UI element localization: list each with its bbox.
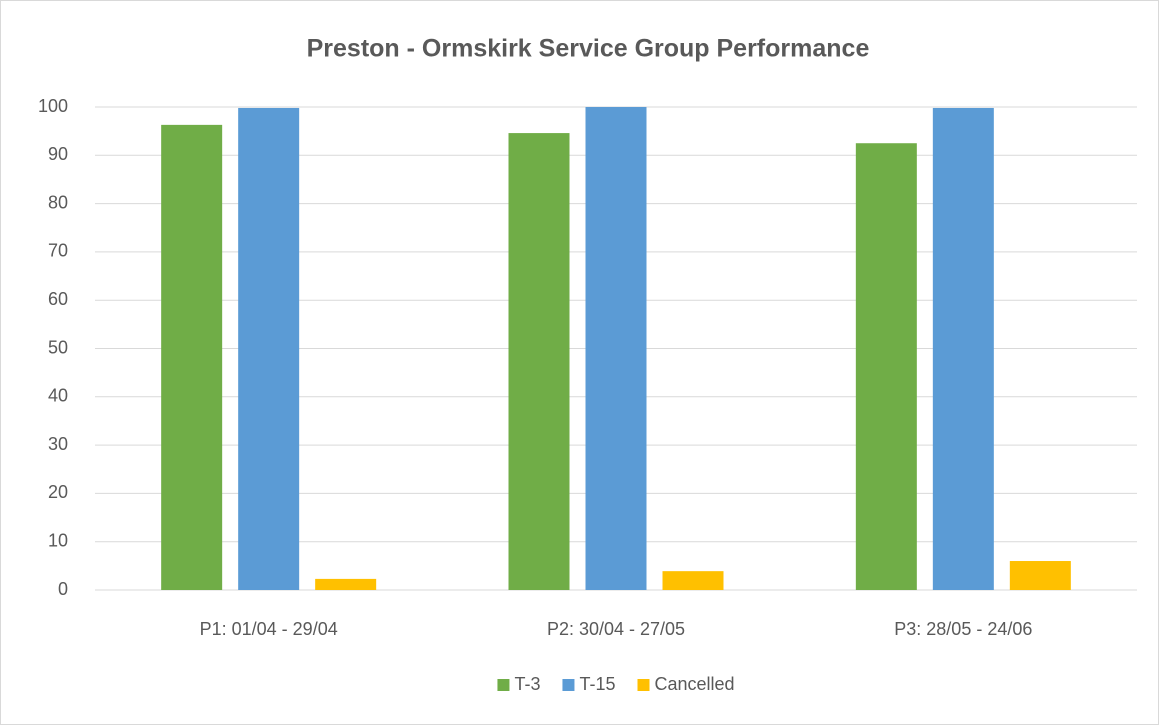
y-tick-label: 40 [48,386,68,406]
x-tick-label: P1: 01/04 - 29/04 [200,619,338,639]
x-tick-label: P2: 30/04 - 27/05 [547,619,685,639]
bar [1009,561,1071,590]
legend: T-3 T-15 Cancelled [497,674,735,694]
bar [238,107,300,590]
y-tick-label: 50 [48,337,68,357]
legend-label: T-3 [514,674,540,694]
bar [855,143,917,590]
legend-swatch [497,679,510,691]
bar [161,124,223,590]
y-tick-label: 70 [48,241,68,261]
x-tick-label: P3: 28/05 - 24/06 [894,619,1032,639]
y-tick-label: 10 [48,530,68,550]
bar [932,107,994,590]
legend-label: Cancelled [654,674,734,694]
bar [662,571,724,590]
legend-swatch [637,679,650,691]
bar [315,578,377,590]
bar [508,133,570,590]
legend-swatch [562,679,575,691]
y-tick-label: 80 [48,192,68,212]
y-tick-label: 20 [48,482,68,502]
bar [585,107,647,590]
legend-label: T-15 [579,674,615,694]
y-tick-label: 60 [48,289,68,309]
y-tick-label: 30 [48,434,68,454]
y-tick-label: 90 [48,144,68,164]
y-tick-label: 0 [58,579,68,599]
chart-title: Preston - Ormskirk Service Group Perform… [307,35,870,63]
y-tick-label: 100 [38,96,68,116]
